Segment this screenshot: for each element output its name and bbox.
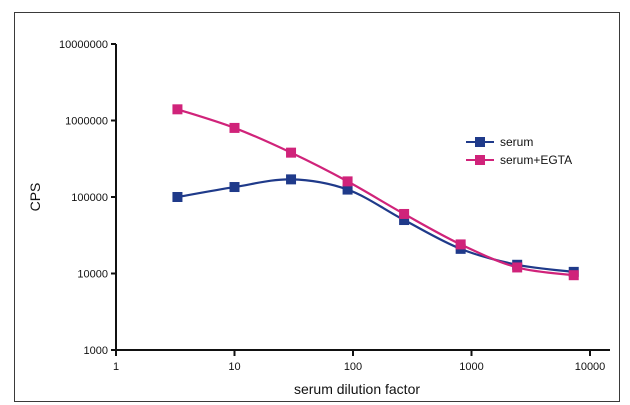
data-point-serum <box>172 192 183 202</box>
series-serum-egta <box>172 104 579 281</box>
data-point-serum <box>229 182 240 193</box>
y-axis-title: CPS <box>27 183 43 212</box>
x-axis-title: serum dilution factor <box>294 381 420 397</box>
y-tick-label: 1000000 <box>65 116 108 128</box>
data-point-serum <box>399 215 410 226</box>
data-point-serum-egta <box>568 270 579 281</box>
series-layer <box>172 104 579 281</box>
x-tick-label: 1000 <box>459 361 483 373</box>
data-point-serum-egta <box>229 122 240 133</box>
legend-item-serum-egta: serum+EGTA <box>466 153 572 167</box>
data-point-serum <box>286 174 297 185</box>
data-point-serum-egta <box>399 208 410 219</box>
x-tick-label: 10 <box>228 361 240 373</box>
data-point-serum <box>342 184 353 195</box>
y-ticks: 1000 10000 100000 1000000 10000000 <box>59 39 116 357</box>
y-tick-label: 100000 <box>71 192 108 204</box>
x-tick-label: 10000 <box>575 361 606 373</box>
legend-label-serum: serum <box>500 135 533 149</box>
data-point-serum-egta <box>286 147 297 158</box>
series-serum <box>172 174 579 277</box>
data-point-serum-egta <box>342 176 353 187</box>
y-tick-label: 1000 <box>84 345 108 357</box>
x-ticks: 1 10 100 1000 10000 <box>113 350 605 373</box>
data-point-serum-egta <box>455 239 466 250</box>
data-point-serum-egta <box>172 104 183 115</box>
legend-item-serum: serum <box>466 135 533 149</box>
legend-swatch-marker <box>475 155 485 165</box>
y-tick-label: 10000000 <box>59 39 108 51</box>
legend: serum serum+EGTA <box>466 135 572 167</box>
legend-swatch-marker <box>475 137 485 147</box>
series-line-serum-egta <box>177 108 574 277</box>
legend-label-serum-egta: serum+EGTA <box>500 153 572 167</box>
y-tick-label: 10000 <box>77 269 108 281</box>
x-tick-label: 100 <box>344 361 362 373</box>
x-tick-label: 1 <box>113 361 119 373</box>
data-point-serum-egta <box>512 262 523 273</box>
series-line-serum <box>177 178 574 273</box>
